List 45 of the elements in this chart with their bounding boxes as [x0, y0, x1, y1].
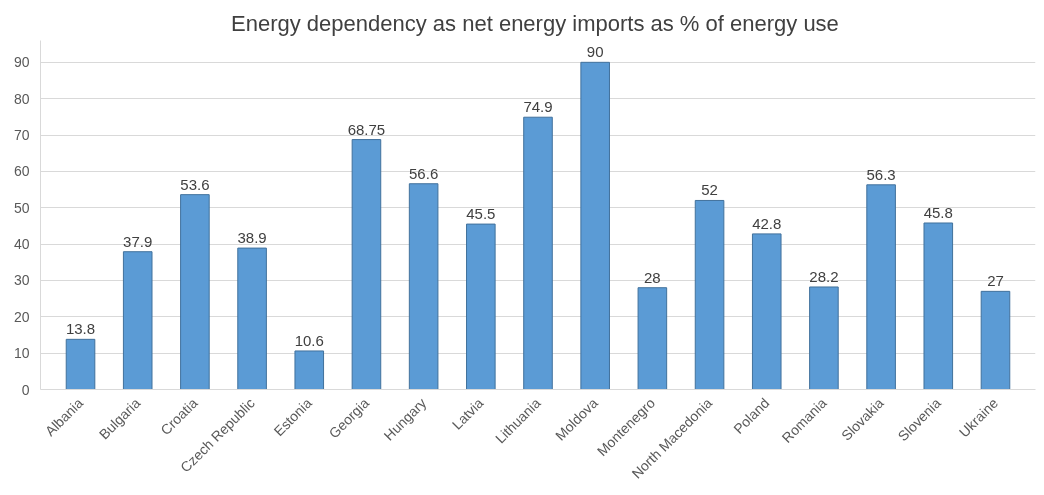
- bar: [65, 338, 96, 390]
- y-tick-label: 40: [13, 236, 30, 253]
- bar: [351, 139, 382, 390]
- data-label: 90: [586, 43, 604, 61]
- bar: [923, 222, 954, 390]
- data-label: 10.6: [294, 331, 324, 349]
- bar: [294, 350, 325, 390]
- data-label: 53.6: [180, 175, 210, 193]
- y-tick-label: 90: [13, 54, 30, 71]
- chart-title: Energy dependency as net energy imports as % of energy use: [231, 10, 839, 36]
- bar: [637, 287, 668, 390]
- bar: [180, 194, 210, 390]
- y-tick-label: 30: [13, 272, 30, 289]
- data-label: 13.8: [65, 320, 96, 338]
- data-label: 28.2: [809, 267, 839, 285]
- data-label: 45.5: [466, 205, 496, 223]
- bar: [980, 290, 1011, 390]
- data-label: 68.75: [347, 120, 386, 138]
- y-tick-label: 50: [13, 199, 30, 216]
- bar: [580, 61, 610, 390]
- bar: [523, 116, 553, 390]
- y-tick-label: 80: [13, 90, 30, 107]
- data-label: 56.6: [409, 164, 439, 182]
- bar: [809, 286, 839, 390]
- bar: [694, 199, 725, 390]
- data-label: 38.9: [237, 229, 267, 247]
- bar: [466, 223, 496, 390]
- data-label: 42.8: [752, 214, 782, 232]
- data-label: 28: [644, 268, 661, 286]
- y-tick-label: 60: [13, 163, 30, 180]
- y-tick-label: 20: [13, 308, 30, 325]
- bar: [866, 184, 896, 390]
- y-tick-label: 70: [13, 127, 30, 144]
- bar: [237, 247, 267, 390]
- data-label: 27: [987, 272, 1004, 290]
- bar: [122, 251, 153, 390]
- bar: [408, 183, 439, 390]
- data-label: 45.8: [923, 204, 953, 221]
- data-label: 52: [701, 181, 718, 199]
- y-tick-label: 0: [21, 381, 30, 398]
- data-label: 74.9: [523, 98, 553, 116]
- y-tick-label: 10: [13, 345, 30, 362]
- data-label: 37.9: [123, 232, 153, 250]
- data-label: 56.3: [866, 165, 896, 183]
- bar: [751, 233, 782, 390]
